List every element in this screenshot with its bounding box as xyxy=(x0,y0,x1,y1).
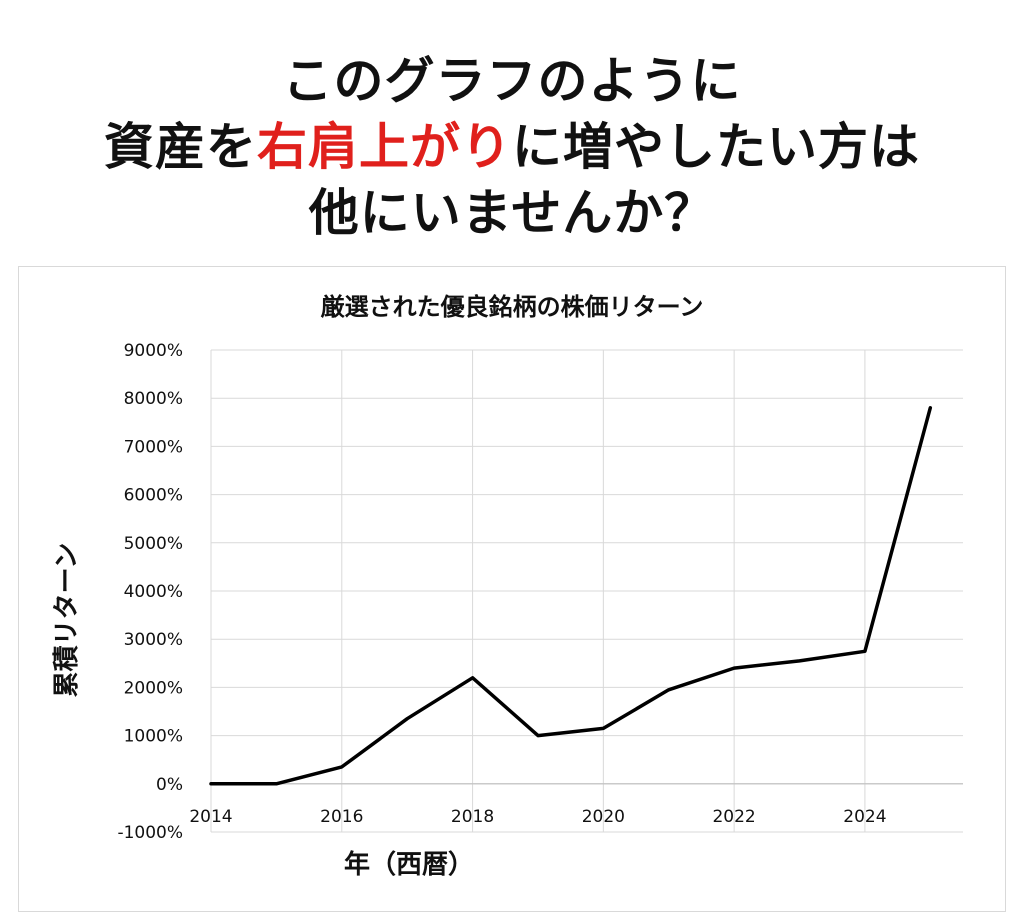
headline-line-2-start: 資産を xyxy=(104,118,257,176)
y-tick-label: -1000% xyxy=(117,823,183,843)
y-tick-label: 7000% xyxy=(124,437,183,457)
y-tick-label: 1000% xyxy=(124,727,183,747)
x-tick-label: 2022 xyxy=(712,807,755,827)
y-tick-label: 0% xyxy=(156,775,183,795)
x-axis-title: 年（西暦） xyxy=(344,849,474,880)
chart-frame: 厳選された優良銘柄の株価リターン -1000% 0% 1000% 2000% 3000%… xyxy=(18,266,1006,912)
y-axis-title: 累積リターン xyxy=(52,543,82,698)
y-tick-label: 5000% xyxy=(124,534,183,554)
series-line xyxy=(209,406,933,786)
headline-line-2-end: に増やしたい方は xyxy=(512,118,920,176)
y-tick-label: 6000% xyxy=(124,486,183,506)
y-tick-label: 4000% xyxy=(124,582,183,602)
y-axis-ticks: -1000% 0% 1000% 2000% 3000% 4000% 5000% 6000% 70… xyxy=(117,341,183,843)
x-tick-label: 2018 xyxy=(451,807,494,827)
y-tick-label: 9000% xyxy=(124,341,183,361)
y-tick-label: 8000% xyxy=(124,389,183,409)
line-chart: 厳選された優良銘柄の株価リターン -1000% 0% 1000% 2000% 3000%… xyxy=(52,293,963,880)
headline-accent-text: 右肩上がり xyxy=(257,118,512,176)
y-tick-label: 2000% xyxy=(124,678,183,698)
y-tick-label: 3000% xyxy=(124,630,183,650)
x-tick-label: 2024 xyxy=(843,807,886,827)
headline-line-1: このグラフのように xyxy=(282,52,742,110)
grid-lines xyxy=(210,349,963,833)
series-layer xyxy=(209,406,933,786)
x-axis-ticks: 2014 2016 2018 2020 2022 2024 xyxy=(189,807,886,827)
headline: このグラフのように 資産を右肩上がりに増やしたい方は 他にいませんか？ xyxy=(0,48,1024,246)
chart-title: 厳選された優良銘柄の株価リターン xyxy=(321,293,704,321)
x-tick-label: 2020 xyxy=(582,807,625,827)
x-tick-label: 2016 xyxy=(320,807,363,827)
x-tick-label: 2014 xyxy=(189,807,232,827)
headline-line-2: 資産を右肩上がりに増やしたい方は xyxy=(0,114,1024,180)
headline-line-3: 他にいませんか？ xyxy=(308,184,716,242)
